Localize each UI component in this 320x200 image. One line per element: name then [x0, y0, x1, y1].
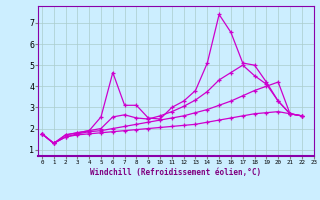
X-axis label: Windchill (Refroidissement éolien,°C): Windchill (Refroidissement éolien,°C) [91, 168, 261, 177]
